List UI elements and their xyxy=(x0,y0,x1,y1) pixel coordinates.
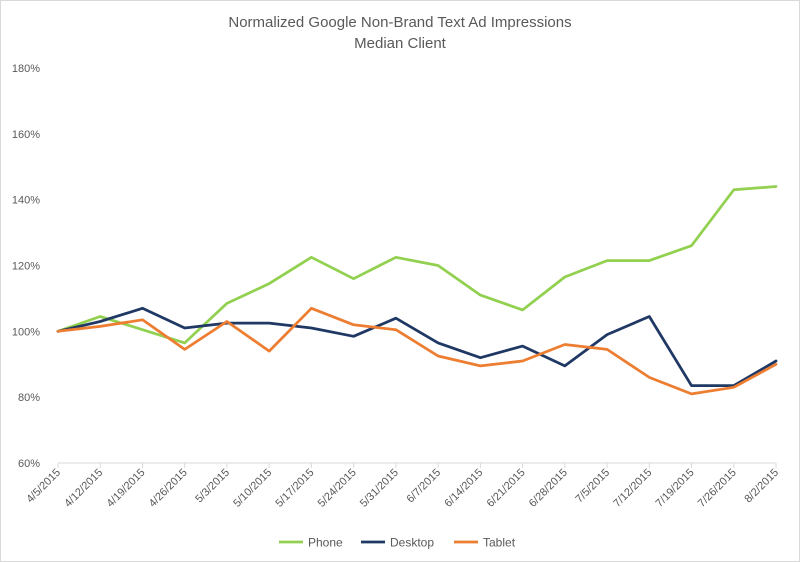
chart-subtitle: Median Client xyxy=(354,35,446,52)
x-tick-label: 6/7/2015 xyxy=(404,467,443,506)
x-tick-label: 4/19/2015 xyxy=(105,467,148,510)
x-tick-label: 5/3/2015 xyxy=(193,467,232,506)
y-tick-label: 100% xyxy=(12,326,40,338)
x-tick-label: 4/12/2015 xyxy=(62,467,105,510)
legend-label-desktop: Desktop xyxy=(390,536,434,550)
x-tick-label: 4/5/2015 xyxy=(24,467,63,506)
x-tick-label: 5/24/2015 xyxy=(316,467,359,510)
x-tick-label: 6/28/2015 xyxy=(527,467,570,510)
x-tick-label: 6/21/2015 xyxy=(485,467,528,510)
legend-label-tablet: Tablet xyxy=(483,536,516,550)
y-tick-label: 160% xyxy=(12,129,40,141)
x-tick-label: 6/14/2015 xyxy=(442,467,485,510)
series-line-phone xyxy=(56,185,778,345)
x-tick-label: 5/31/2015 xyxy=(358,467,401,510)
x-tick-label: 7/19/2015 xyxy=(654,467,697,510)
legend-label-phone: Phone xyxy=(308,536,343,550)
x-tick-label: 5/10/2015 xyxy=(231,467,274,510)
series-line-desktop xyxy=(56,306,778,387)
series-line-tablet xyxy=(56,306,778,396)
y-tick-label: 180% xyxy=(12,63,40,75)
y-tick-label: 140% xyxy=(12,195,40,207)
y-tick-label: 120% xyxy=(12,261,40,273)
x-tick-label: 4/26/2015 xyxy=(147,467,190,510)
y-tick-label: 60% xyxy=(18,458,40,470)
x-tick-label: 5/17/2015 xyxy=(273,467,316,510)
y-tick-label: 80% xyxy=(18,392,40,404)
x-tick-label: 7/12/2015 xyxy=(611,467,654,510)
x-tick-label: 8/2/2015 xyxy=(742,467,781,506)
x-tick-label: 7/26/2015 xyxy=(696,467,739,510)
x-tick-label: 7/5/2015 xyxy=(573,467,612,506)
chart-title: Normalized Google Non-Brand Text Ad Impr… xyxy=(228,14,572,31)
